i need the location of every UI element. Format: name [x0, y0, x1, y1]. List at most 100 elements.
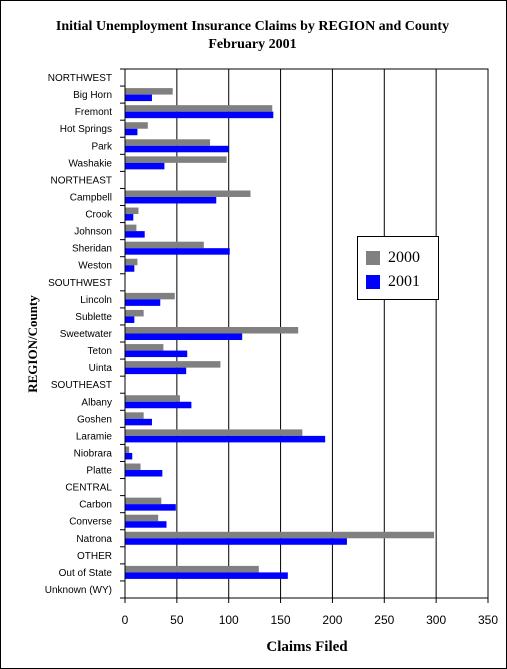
bar-2001-albany	[125, 401, 192, 409]
bar-2000-out-of-state	[125, 565, 259, 573]
category-label: Lincoln	[80, 295, 112, 306]
category-label: SOUTHWEST	[48, 278, 112, 289]
category-label: Crook	[85, 210, 113, 221]
category-label: Goshen	[77, 414, 112, 425]
category-label: SOUTHEAST	[51, 380, 112, 391]
bar-2000-teton	[125, 344, 164, 351]
category-label: Platte	[86, 466, 112, 477]
x-tick-label: 0	[122, 613, 129, 627]
category-label: Niobrara	[74, 448, 113, 459]
bar-2001-washakie	[125, 162, 165, 170]
category-label: Fremont	[75, 107, 112, 118]
chart-title: Initial Unemployment Insurance Claims by…	[55, 19, 450, 34]
category-label: Hot Springs	[60, 124, 112, 135]
bar-2001-sweetwater	[125, 333, 243, 340]
bar-2000-converse	[125, 514, 159, 522]
bar-2000-uinta	[125, 361, 221, 368]
bar-2000-washakie	[125, 156, 227, 163]
bar-2001-weston	[125, 265, 135, 272]
category-label: NORTHWEST	[48, 73, 112, 84]
category-label: Weston	[78, 261, 112, 272]
bar-2000-carbon	[125, 497, 162, 505]
x-tick-label: 200	[322, 613, 342, 627]
bar-2001-fremont	[125, 111, 274, 119]
bar-2000-lincoln	[125, 292, 175, 300]
bar-2001-laramie	[125, 435, 326, 443]
category-label: Sheridan	[72, 244, 112, 255]
bar-2000-park	[125, 139, 211, 146]
x-tick-label: 100	[219, 613, 239, 627]
category-label: Unknown (WY)	[45, 585, 112, 596]
bar-2001-out-of-state	[125, 572, 288, 579]
bar-2001-uinta	[125, 367, 187, 375]
x-tick-label: 150	[271, 613, 291, 627]
bar-2000-big-horn	[125, 88, 173, 95]
category-label: Uinta	[89, 363, 113, 374]
y-axis-label: REGION/County	[25, 295, 40, 393]
category-label: Big Horn	[73, 90, 112, 101]
chart-subtitle: February 2001	[208, 37, 297, 52]
bar-2001-crook	[125, 214, 134, 221]
bar-2000-fremont	[125, 105, 273, 112]
bar-2000-sweetwater	[125, 327, 299, 334]
bar-2001-big-horn	[125, 94, 152, 102]
bar-2000-sublette	[125, 309, 144, 317]
legend-swatch-2001	[366, 275, 380, 289]
bar-2000-laramie	[125, 429, 303, 436]
bar-2001-johnson	[125, 231, 145, 238]
bar-2001-sublette	[125, 316, 135, 323]
category-label: Carbon	[79, 500, 112, 511]
category-label: OTHER	[77, 551, 112, 562]
bar-2001-natrona	[125, 538, 347, 545]
category-label: Teton	[88, 346, 112, 357]
bar-2000-goshen	[125, 412, 144, 419]
x-tick-label: 350	[478, 613, 498, 627]
x-axis-label: Claims Filed	[266, 639, 348, 655]
category-label: Sublette	[75, 312, 112, 323]
x-tick-label: 300	[426, 613, 446, 627]
bar-2000-albany	[125, 395, 180, 402]
legend-item-2001: 2001	[366, 273, 420, 291]
category-label: Sweetwater	[60, 329, 113, 340]
bar-2000-campbell	[125, 190, 251, 197]
category-label: Laramie	[76, 431, 113, 442]
category-label: Campbell	[70, 192, 112, 203]
bar-2001-hot-springs	[125, 128, 138, 136]
bar-2001-niobrara	[125, 452, 133, 460]
bar-2000-hot-springs	[125, 122, 148, 129]
bar-2001-teton	[125, 350, 188, 358]
bar-2000-natrona	[125, 531, 435, 539]
bar-2001-sheridan	[125, 248, 230, 255]
legend: 2000 2001	[357, 236, 439, 300]
category-label: Washakie	[68, 158, 112, 169]
plot-area	[124, 68, 489, 599]
bar-2001-converse	[125, 521, 167, 528]
legend-swatch-2000	[366, 251, 380, 265]
bar-2000-niobrara	[125, 446, 130, 453]
category-label: Natrona	[76, 534, 112, 545]
bar-2001-goshen	[125, 418, 152, 426]
category-label: CENTRAL	[65, 483, 112, 494]
category-label: Park	[91, 141, 113, 152]
legend-label-2001: 2001	[388, 273, 420, 290]
bar-2000-weston	[125, 258, 138, 266]
bar-2001-platte	[125, 470, 163, 477]
bar-2000-sheridan	[125, 241, 204, 249]
legend-item-2000: 2000	[366, 249, 420, 267]
bar-2000-crook	[125, 207, 139, 215]
bar-2001-carbon	[125, 504, 176, 511]
bar-2001-park	[125, 145, 229, 153]
category-label: Albany	[81, 397, 112, 408]
category-label: NORTHEAST	[51, 175, 113, 186]
bar-2001-lincoln	[125, 299, 161, 306]
category-label: Converse	[69, 517, 112, 528]
bar-2001-campbell	[125, 196, 217, 204]
legend-label-2000: 2000	[388, 249, 420, 266]
category-label: Johnson	[74, 227, 112, 238]
bar-2000-platte	[125, 463, 141, 471]
x-tick-label: 250	[374, 613, 394, 627]
x-tick-label: 50	[170, 613, 184, 627]
bar-2000-johnson	[125, 224, 137, 232]
category-label: Out of State	[59, 568, 113, 579]
